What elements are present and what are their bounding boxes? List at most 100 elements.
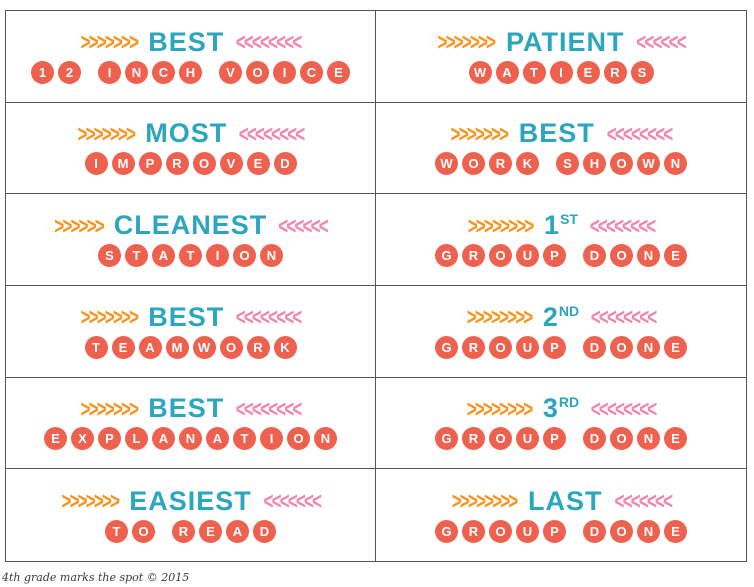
letter-circle: W xyxy=(192,335,216,359)
chevrons-left-icon: <<<<<<<< xyxy=(590,303,658,331)
letter-circle: N xyxy=(179,427,202,451)
letter-circle: P xyxy=(543,244,566,268)
letter-circle: E xyxy=(664,335,687,359)
letter-circle: D xyxy=(253,519,276,543)
letter-circle: L xyxy=(125,427,148,451)
award-card: >>>>>>> BEST <<<<<<<< T E A M W O R K xyxy=(6,285,376,378)
letter-circle: O xyxy=(489,427,512,451)
chevrons-left-icon: <<<<<<<< xyxy=(606,120,673,148)
letter-circle: T xyxy=(522,60,546,84)
letter-circle: O xyxy=(246,60,269,84)
award-card: >>>>>>>> 2ND <<<<<<<< G R O U P D O N E xyxy=(376,286,746,378)
letter-circle: A xyxy=(206,427,229,451)
chevrons-right-icon: >>>>>>> xyxy=(437,28,497,56)
letter-circle: S xyxy=(630,60,654,84)
letter-circle: V xyxy=(219,152,243,176)
letter-circle: K xyxy=(273,335,297,359)
letter-circle: O xyxy=(219,335,243,359)
letter-circle: I xyxy=(206,244,229,268)
letter-circle: G xyxy=(435,244,458,268)
letter-circle: O xyxy=(489,335,512,359)
award-card-header: >>>>>>> BEST <<<<<<<< xyxy=(79,393,302,424)
letter-circle: N xyxy=(125,60,148,84)
award-card-header: >>>>>>> BEST <<<<<<<< xyxy=(79,303,303,331)
letter-circle: U xyxy=(516,519,539,543)
award-title: 3RD xyxy=(542,393,580,424)
letter-circle: O xyxy=(489,519,512,543)
letter-circle: E xyxy=(327,60,350,84)
letter-circle: I xyxy=(98,60,121,84)
letter-circle: O xyxy=(610,519,633,543)
award-title-ordinal: ST xyxy=(560,211,578,228)
chevrons-left-icon: <<<<<<< xyxy=(263,487,322,515)
award-card-header: >>>>>>> PATIENT <<<<<< xyxy=(436,28,686,56)
letter-circle: A xyxy=(138,335,162,359)
award-title: 2ND xyxy=(542,301,580,332)
award-card: >>>>>>> MOST <<<<<<<< I M P R O V E D xyxy=(6,102,376,195)
award-card: >>>>>>> BEST <<<<<<<< 1 2 I N C H V O I C E xyxy=(6,11,376,103)
chevrons-right-icon: >>>>>>> xyxy=(450,120,510,148)
letter-circle: I xyxy=(84,152,108,176)
letter-circle: X xyxy=(71,427,94,451)
letter-circle: V xyxy=(219,60,242,84)
letter-circle: D xyxy=(583,519,606,543)
letter-circle: R xyxy=(603,60,627,84)
letter-circle: E xyxy=(199,519,222,543)
letter-circle: R xyxy=(165,152,189,176)
award-title-ordinal: RD xyxy=(558,394,580,411)
letter-circle: N xyxy=(260,244,283,268)
letter-circle: A xyxy=(152,427,175,451)
chevrons-right-icon: >>>>>>>> xyxy=(451,487,519,515)
letter-circle: P xyxy=(98,427,121,451)
letter-circle: W xyxy=(637,152,660,176)
letter-circle: R xyxy=(462,519,485,543)
letter-circle: M xyxy=(111,152,135,176)
chevrons-right-icon: >>>>>>>> xyxy=(467,212,535,240)
award-title: BEST xyxy=(148,393,225,424)
letter-circle: I xyxy=(273,60,296,84)
letter-circle: A xyxy=(152,244,175,268)
award-card-header: >>>>>>> BEST <<<<<<<< xyxy=(79,26,302,57)
letter-circle: D xyxy=(583,335,606,359)
letter-circle: E xyxy=(44,427,67,451)
chevrons-right-icon: >>>>>>> xyxy=(77,120,136,148)
award-card-header: >>>>>>>> 1ST <<<<<<<< xyxy=(466,211,657,240)
award-title-ordinal: ND xyxy=(558,302,580,319)
award-card: >>>>>>>> LAST <<<<<<< G R O U P D O N E xyxy=(376,469,746,561)
letter-circle: N xyxy=(637,427,660,451)
letter-circle: T xyxy=(179,244,202,268)
chevrons-right-icon: >>>>>> xyxy=(53,212,104,240)
letter-circle: N xyxy=(637,519,660,543)
letter-circle: T xyxy=(233,427,256,451)
award-card: >>>>>>>> 3RD <<<<<<<< G R O U P D O N E xyxy=(376,378,746,470)
award-card-header: >>>>>>> BEST <<<<<<<< xyxy=(449,120,673,147)
letter-circle: D xyxy=(583,427,606,451)
letter-circle: S xyxy=(556,152,579,176)
chevrons-left-icon: <<<<<<<< xyxy=(235,303,303,331)
award-title: LAST xyxy=(528,485,603,516)
chevrons-left-icon: <<<<<< xyxy=(278,212,329,240)
letter-circle: R xyxy=(462,244,485,268)
letter-circle: T xyxy=(84,335,108,359)
award-card-header: >>>>>>>> 2ND <<<<<<<< xyxy=(465,301,658,332)
letter-circle: O xyxy=(132,519,155,543)
letter-circle: T xyxy=(105,519,128,543)
letter-circle: O xyxy=(610,335,633,359)
letter-circle: C xyxy=(300,60,323,84)
letter-circle: O xyxy=(462,152,485,176)
letter-circle: E xyxy=(664,244,687,268)
cards-grid: >>>>>>> BEST <<<<<<<< 1 2 I N C H V O I C E >>>>>>> PAT… xyxy=(5,10,747,562)
credit-text: 4th grade marks the spot © 2015 xyxy=(2,571,190,584)
award-title: BEST xyxy=(148,26,225,57)
chevrons-left-icon: <<<<<<< xyxy=(613,487,673,515)
letter-circle: O xyxy=(287,427,310,451)
letter-circle: A xyxy=(495,60,519,84)
